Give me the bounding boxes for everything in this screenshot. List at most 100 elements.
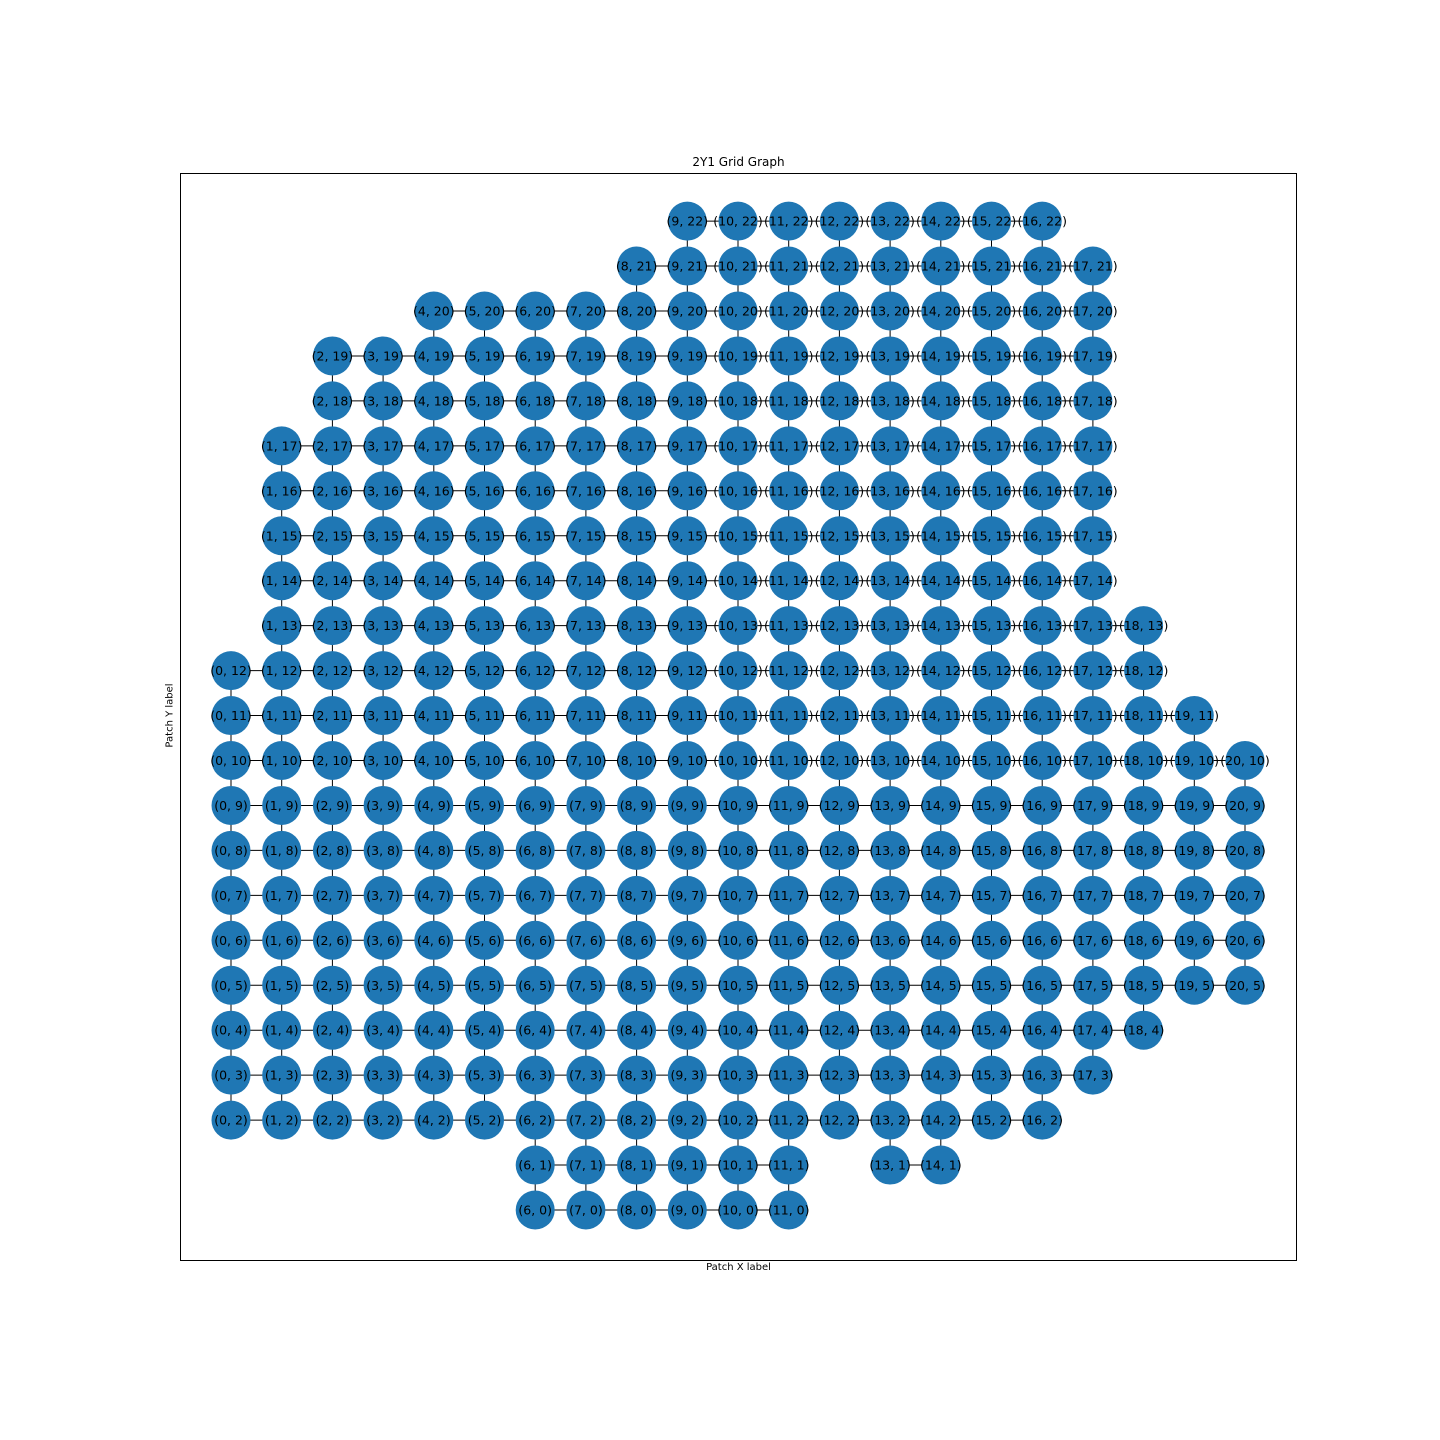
node-circle [1225, 875, 1265, 915]
graph-node: (10, 14) [713, 561, 763, 601]
node-circle [414, 965, 454, 1005]
graph-node: (13, 7) [869, 875, 911, 915]
graph-node: (1, 2) [262, 1100, 302, 1140]
graph-node: (9, 4) [667, 1010, 707, 1050]
node-circle [363, 1055, 403, 1095]
node-circle [819, 561, 859, 601]
graph-node: (6, 18) [514, 381, 556, 421]
node-circle [819, 785, 859, 825]
node-circle [363, 741, 403, 780]
graph-node: (16, 13) [1017, 606, 1067, 646]
node-circle [414, 875, 454, 915]
node-circle [1174, 830, 1214, 870]
node-label: (5, 4) [468, 1023, 502, 1038]
graph-node: (5, 13) [464, 606, 506, 646]
graph-node: (9, 20) [667, 291, 708, 331]
node-label: (16, 6) [1021, 933, 1063, 948]
node-label: (7, 5) [569, 978, 603, 993]
node-circle [363, 875, 403, 915]
node-label: (13, 1) [869, 1158, 911, 1173]
node-circle [972, 785, 1011, 825]
node-circle [972, 965, 1011, 1005]
node-circle [1022, 291, 1062, 331]
node-label: (12, 17) [815, 438, 865, 453]
graph-node: (12, 7) [819, 875, 860, 915]
graph-node: (12, 13) [815, 606, 864, 646]
node-label: (11, 19) [764, 348, 814, 363]
node-circle [515, 516, 555, 556]
graph-node: (7, 8) [566, 830, 606, 870]
node-circle [667, 426, 707, 466]
graph-node: (13, 18) [865, 381, 915, 421]
node-label: (6, 8) [518, 843, 552, 858]
node-circle [465, 920, 504, 960]
node-label: (3, 19) [362, 348, 404, 363]
node-label: (2, 3) [316, 1068, 350, 1083]
graph-node: (4, 4) [414, 1010, 454, 1050]
graph-node: (17, 12) [1068, 651, 1118, 691]
node-label: (10, 19) [713, 348, 763, 363]
node-label: (9, 11) [667, 708, 709, 723]
node-circle [262, 471, 302, 511]
node-label: (9, 4) [670, 1023, 704, 1038]
node-circle [262, 1055, 302, 1095]
graph-node: (8, 4) [617, 1010, 657, 1050]
node-label: (6, 3) [518, 1068, 552, 1083]
node-circle [515, 381, 555, 421]
node-label: (6, 11) [514, 708, 556, 723]
node-label: (15, 22) [967, 214, 1017, 229]
node-label: (16, 19) [1017, 348, 1067, 363]
node-circle [718, 741, 758, 780]
graph-node: (11, 16) [764, 471, 813, 511]
graph-node: (7, 11) [565, 696, 607, 736]
node-label: (2, 18) [312, 393, 354, 408]
node-label: (1, 2) [265, 1113, 299, 1128]
node-label: (12, 20) [815, 304, 865, 319]
node-label: (5, 13) [464, 618, 506, 633]
graph-node: (4, 13) [413, 606, 455, 646]
graph-node: (11, 6) [768, 920, 809, 960]
node-label: (8, 7) [620, 888, 654, 903]
node-label: (14, 8) [920, 843, 962, 858]
node-circle [515, 651, 555, 691]
node-circle [211, 741, 251, 780]
nodes-layer: (0, 2) (0, 3) (0, 4) (0, 5) (0, 6) (0, 7) (0, … [210, 201, 1270, 1230]
node-label: (1, 12) [261, 663, 303, 678]
graph-node: (0, 3) [211, 1055, 251, 1095]
node-label: (16, 18) [1017, 393, 1067, 408]
graph-node: (5, 7) [465, 875, 504, 915]
node-circle [870, 1100, 910, 1140]
graph-node: (10, 0) [717, 1190, 759, 1230]
graph-node: (4, 7) [414, 875, 454, 915]
node-circle [769, 1010, 809, 1050]
graph-node: (20, 9) [1224, 785, 1266, 825]
node-circle [617, 561, 657, 601]
node-label: (3, 12) [362, 663, 404, 678]
graph-node: (8, 0) [617, 1190, 657, 1230]
node-label: (15, 14) [967, 573, 1017, 588]
node-label: (6, 12) [514, 663, 556, 678]
graph-node: (12, 14) [815, 561, 864, 601]
graph-node: (3, 6) [363, 920, 403, 960]
node-label: (10, 2) [717, 1113, 759, 1128]
node-circle [1022, 741, 1062, 780]
graph-node: (9, 10) [667, 741, 708, 780]
graph-node: (13, 12) [865, 651, 915, 691]
node-label: (17, 7) [1072, 888, 1114, 903]
node-label: (12, 4) [819, 1023, 861, 1038]
graph-node: (7, 20) [565, 291, 607, 331]
graph-node: (16, 18) [1017, 381, 1067, 421]
graph-node: (10, 9) [717, 785, 759, 825]
node-circle [870, 830, 910, 870]
graph-node: (2, 17) [312, 426, 353, 466]
node-circle [566, 875, 606, 915]
node-label: (19, 5) [1174, 978, 1216, 993]
graph-node: (9, 0) [667, 1190, 707, 1230]
node-label: (3, 13) [362, 618, 404, 633]
graph-node: (10, 4) [717, 1010, 759, 1050]
node-circle [1022, 1100, 1062, 1140]
graph-node: (9, 19) [667, 336, 708, 376]
node-circle [515, 606, 555, 646]
node-circle [769, 1190, 809, 1230]
node-circle [1022, 426, 1062, 466]
